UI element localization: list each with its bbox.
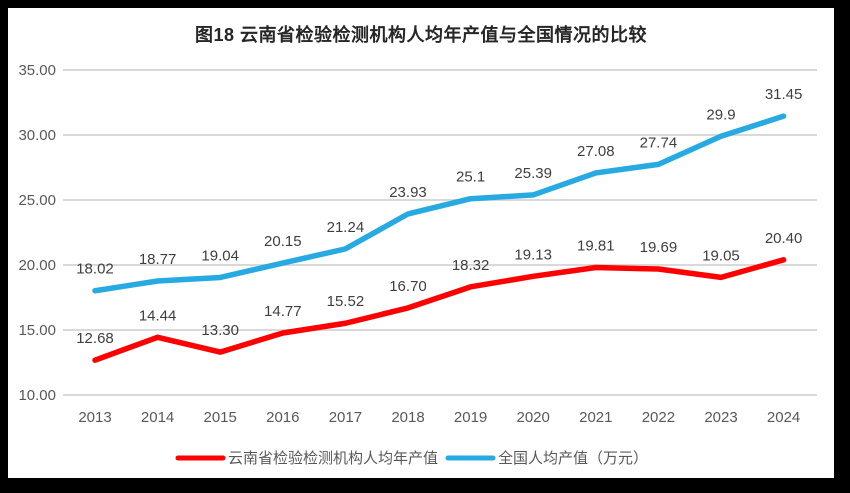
x-tick-label: 2024: [767, 409, 800, 426]
x-tick-label: 2020: [517, 409, 550, 426]
data-label: 19.81: [577, 237, 615, 254]
data-label: 14.44: [139, 307, 177, 324]
data-label: 25.1: [456, 169, 485, 186]
data-label: 18.32: [452, 257, 490, 274]
data-label: 18.77: [139, 251, 177, 268]
data-label: 19.13: [514, 246, 552, 263]
y-tick-label: 35.00: [18, 62, 56, 79]
line-chart-plot-area: 35.00 30.00 25.00 20.00 15.00 10.00 2013 2014 20…: [18, 62, 817, 467]
data-label: 31.45: [765, 86, 803, 103]
data-label: 23.93: [389, 184, 427, 201]
x-tick-label: 2013: [78, 409, 111, 426]
y-tick-label: 15.00: [18, 322, 56, 339]
y-tick-label: 10.00: [18, 387, 56, 404]
x-tick-label: 2022: [642, 409, 675, 426]
x-tick-label: 2018: [391, 409, 424, 426]
x-tick-label: 2017: [329, 409, 362, 426]
y-tick-label: 25.00: [18, 192, 56, 209]
data-label: 29.9: [706, 106, 735, 123]
data-label: 27.74: [640, 134, 678, 151]
data-label: 19.04: [201, 247, 239, 264]
data-label: 18.02: [76, 261, 114, 278]
x-tick-label: 2019: [454, 409, 487, 426]
chart-title: 图18 云南省检验检测机构人均年产值与全国情况的比较: [194, 25, 648, 45]
x-tick-label: 2023: [704, 409, 737, 426]
x-tick-label: 2016: [266, 409, 299, 426]
data-label: 19.69: [640, 239, 678, 256]
data-label: 13.30: [201, 322, 239, 339]
series-line-1: [92, 113, 787, 294]
x-tick-label: 2021: [579, 409, 612, 426]
x-tick-label: 2014: [141, 409, 174, 426]
data-label: 20.40: [765, 230, 803, 247]
data-label: 20.15: [264, 233, 302, 250]
y-tick-label: 30.00: [18, 127, 56, 144]
data-label: 12.68: [76, 330, 114, 347]
data-label: 16.70: [389, 278, 427, 295]
data-label: 21.24: [327, 219, 365, 236]
data-label: 25.39: [514, 165, 552, 182]
data-label: 27.08: [577, 143, 615, 160]
data-label: 19.05: [702, 247, 740, 264]
data-label: 15.52: [327, 293, 365, 310]
legend-label-0: 云南省检验检测机构人均年产值: [228, 450, 438, 467]
data-label: 14.77: [264, 303, 302, 320]
x-tick-label: 2015: [204, 409, 237, 426]
y-tick-label: 20.00: [18, 257, 56, 274]
legend-label-1: 全国人均产值（万元）: [498, 449, 648, 467]
series-line-0: [92, 257, 787, 363]
